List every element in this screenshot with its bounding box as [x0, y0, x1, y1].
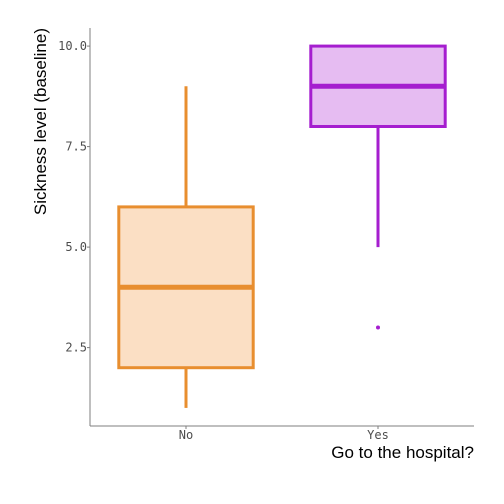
box-no [117, 86, 255, 408]
x-tick-label: No [179, 428, 193, 442]
y-tick-label: 10.0 [58, 39, 87, 53]
box-yes [309, 44, 447, 330]
x-tick-label: Yes [367, 428, 389, 442]
boxes [117, 44, 447, 408]
y-axis-title: Sickness level (baseline) [31, 28, 50, 215]
outlier-point [376, 325, 380, 330]
y-tick-label: 2.5 [65, 341, 87, 355]
y-axis-ticks: 2.5 5.0 7.5 10.0 [58, 39, 90, 355]
x-axis-ticks: No Yes [179, 426, 389, 442]
x-axis-title: Go to the hospital? [331, 443, 474, 462]
y-tick-label: 5.0 [65, 240, 87, 254]
y-tick-label: 7.5 [65, 140, 87, 154]
